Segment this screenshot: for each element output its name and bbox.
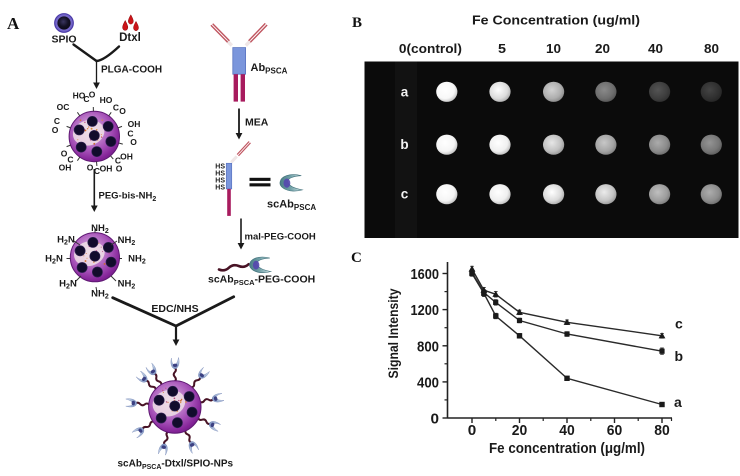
- svg-text:OC: OC: [57, 102, 70, 112]
- svg-text:20: 20: [512, 422, 528, 439]
- svg-text:HS: HS: [215, 171, 225, 178]
- svg-text:SPIO: SPIO: [51, 34, 76, 46]
- svg-text:OH: OH: [120, 152, 133, 162]
- svg-text:NH2: NH2: [91, 289, 109, 301]
- svg-text:40: 40: [648, 42, 663, 56]
- svg-text:c: c: [401, 187, 409, 202]
- svg-text:O: O: [89, 90, 96, 100]
- svg-text:1600: 1600: [411, 266, 440, 283]
- svg-text:C: C: [113, 103, 119, 113]
- svg-text:O: O: [119, 106, 126, 116]
- svg-text:PLGA-COOH: PLGA-COOH: [101, 65, 162, 76]
- svg-text:OH: OH: [59, 163, 72, 173]
- svg-text:400: 400: [417, 374, 439, 391]
- svg-text:OH: OH: [128, 119, 141, 129]
- svg-text:A: A: [7, 14, 20, 33]
- svg-text:HS: HS: [215, 185, 225, 192]
- svg-text:HO: HO: [100, 95, 113, 105]
- svg-text:PEG-bis-NH2: PEG-bis-NH2: [99, 191, 157, 204]
- svg-text:0: 0: [468, 422, 477, 439]
- svg-text:mal-PEG-COOH: mal-PEG-COOH: [245, 232, 316, 243]
- svg-text:B: B: [352, 15, 362, 31]
- svg-text:MEA: MEA: [245, 117, 269, 129]
- svg-text:5: 5: [498, 42, 506, 56]
- svg-text:C: C: [67, 155, 73, 165]
- svg-text:Dtxl: Dtxl: [119, 32, 141, 44]
- svg-text:HS: HS: [215, 178, 225, 185]
- svg-text:60: 60: [607, 422, 623, 439]
- svg-text:40: 40: [559, 422, 575, 439]
- svg-text:20: 20: [595, 42, 610, 56]
- svg-text:H2N: H2N: [57, 235, 75, 247]
- svg-text:80: 80: [704, 42, 719, 56]
- svg-text:a: a: [401, 84, 409, 99]
- svg-text:OH: OH: [100, 164, 113, 174]
- svg-text:C: C: [115, 156, 121, 166]
- svg-text:1200: 1200: [411, 302, 440, 319]
- svg-text:C: C: [351, 250, 362, 266]
- svg-text:10: 10: [546, 42, 561, 56]
- svg-text:HO: HO: [73, 91, 86, 101]
- svg-text:O: O: [130, 137, 137, 147]
- svg-text:b: b: [400, 137, 408, 152]
- svg-text:0: 0: [431, 411, 440, 428]
- svg-text:C: C: [83, 94, 89, 104]
- svg-text:b: b: [675, 348, 684, 364]
- svg-text:EDC/NHS: EDC/NHS: [151, 303, 198, 315]
- svg-text:Signal Intensity: Signal Intensity: [385, 288, 401, 378]
- svg-text:scAbPSCA-PEG-COOH: scAbPSCA-PEG-COOH: [208, 274, 315, 288]
- svg-text:H2N: H2N: [45, 254, 63, 266]
- svg-text:O: O: [61, 149, 68, 159]
- svg-text:0(control): 0(control): [399, 42, 462, 56]
- svg-text:NH2: NH2: [128, 254, 146, 266]
- svg-text:C: C: [127, 129, 133, 139]
- svg-text:C: C: [94, 166, 100, 176]
- svg-text:HS: HS: [215, 164, 225, 171]
- svg-text:800: 800: [417, 338, 439, 355]
- svg-text:Fe Concentration (ug/ml): Fe Concentration (ug/ml): [472, 13, 640, 28]
- svg-text:Fe concentration (μg/ml): Fe concentration (μg/ml): [489, 440, 645, 457]
- svg-text:NH2: NH2: [118, 279, 136, 291]
- svg-text:O: O: [87, 163, 94, 173]
- svg-text:80: 80: [654, 422, 670, 439]
- svg-text:scAbPSCA-Dtxl/SPIO-NPs: scAbPSCA-Dtxl/SPIO-NPs: [118, 459, 234, 472]
- svg-text:O: O: [116, 164, 123, 174]
- svg-text:NH2: NH2: [118, 235, 136, 247]
- svg-text:c: c: [675, 316, 683, 332]
- svg-text:C: C: [54, 116, 60, 126]
- svg-text:O: O: [52, 125, 59, 135]
- svg-text:H2N: H2N: [59, 279, 77, 291]
- svg-text:a: a: [674, 394, 682, 410]
- svg-text:NH2: NH2: [91, 223, 109, 235]
